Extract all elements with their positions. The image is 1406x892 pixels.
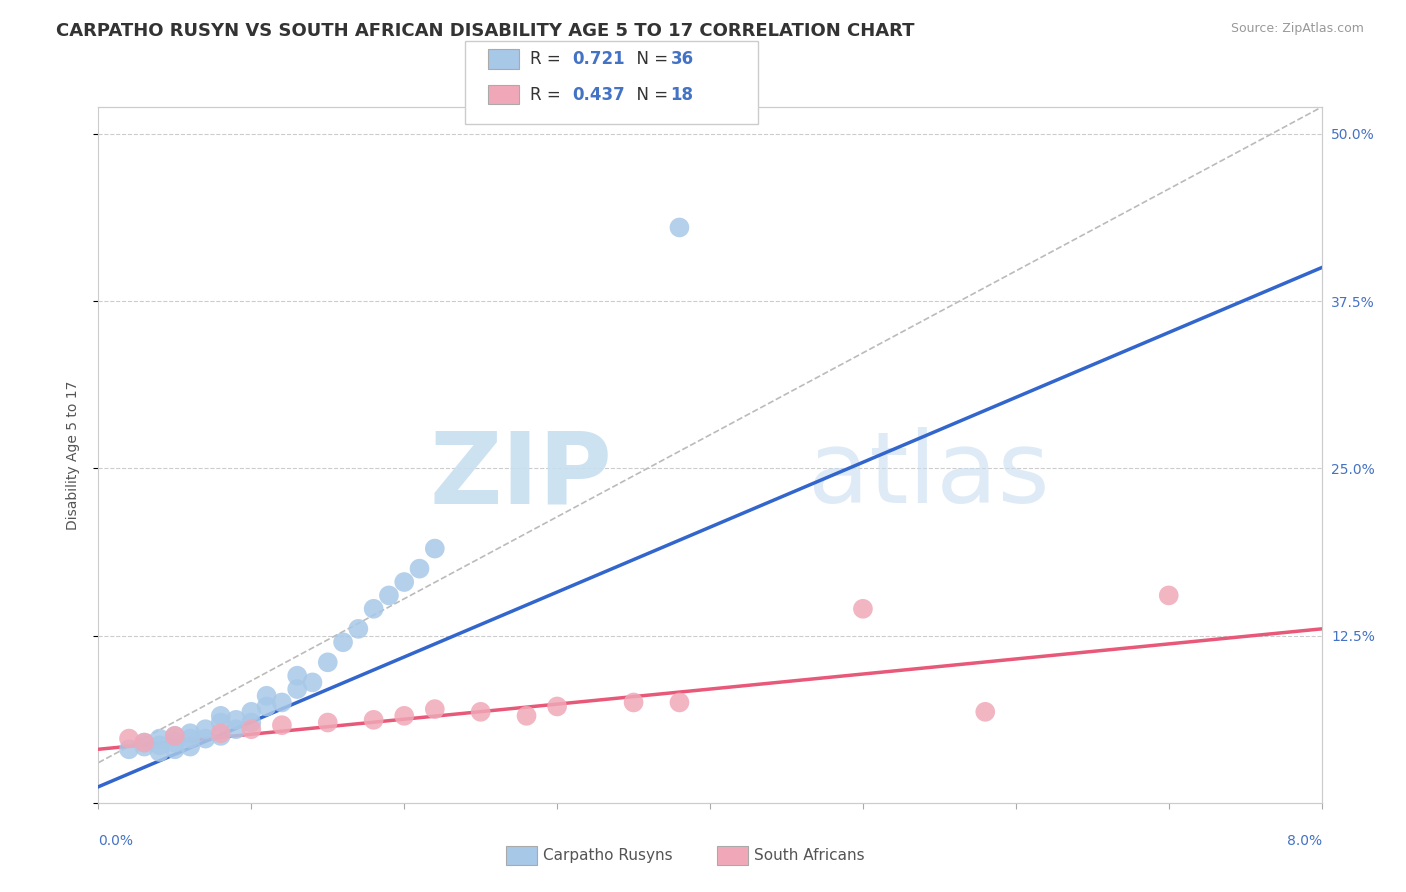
Text: 36: 36 [671, 50, 693, 68]
Point [316, 715, 339, 730]
Point [179, 731, 201, 746]
Point [225, 713, 247, 727]
Point [270, 696, 294, 710]
Point [974, 705, 997, 719]
Point [179, 726, 201, 740]
Point [134, 739, 156, 754]
Point [363, 602, 385, 616]
Point [285, 681, 308, 696]
Point [179, 739, 201, 754]
Point [163, 729, 186, 743]
Point [270, 718, 294, 732]
Point [163, 735, 186, 749]
Point [194, 731, 217, 746]
Point [209, 715, 232, 730]
Point [163, 742, 186, 756]
Point [240, 705, 263, 719]
Y-axis label: Disability Age 5 to 17: Disability Age 5 to 17 [66, 380, 80, 530]
Point [516, 708, 538, 723]
Point [149, 739, 172, 753]
Point [194, 723, 217, 737]
Point [392, 708, 416, 723]
Point [423, 541, 446, 556]
Point [240, 715, 263, 730]
Text: Carpatho Rusyns: Carpatho Rusyns [543, 848, 672, 863]
Text: N =: N = [626, 86, 673, 103]
Text: atlas: atlas [808, 427, 1049, 524]
Point [209, 726, 232, 740]
Text: CARPATHO RUSYN VS SOUTH AFRICAN DISABILITY AGE 5 TO 17 CORRELATION CHART: CARPATHO RUSYN VS SOUTH AFRICAN DISABILI… [56, 22, 915, 40]
Text: 0.721: 0.721 [572, 50, 624, 68]
Point [392, 575, 416, 590]
Text: N =: N = [626, 50, 673, 68]
Point [1157, 589, 1180, 603]
Text: R =: R = [530, 86, 567, 103]
Point [668, 220, 690, 235]
Point [378, 589, 401, 603]
Point [332, 635, 354, 649]
Point [118, 731, 141, 746]
Point [163, 729, 186, 743]
Point [546, 699, 568, 714]
Point [134, 735, 156, 749]
Text: 18: 18 [671, 86, 693, 103]
Point [623, 696, 645, 710]
Point [149, 745, 172, 759]
Text: South Africans: South Africans [754, 848, 865, 863]
Point [668, 696, 690, 710]
Point [470, 705, 492, 719]
Text: ZIP: ZIP [429, 427, 612, 524]
Text: 0.0%: 0.0% [98, 834, 134, 848]
Point [363, 713, 385, 727]
Point [149, 731, 172, 746]
Text: R =: R = [530, 50, 567, 68]
Point [285, 669, 308, 683]
Text: 0.437: 0.437 [572, 86, 626, 103]
Point [134, 735, 156, 749]
Point [301, 675, 323, 690]
Point [209, 729, 232, 743]
Text: 8.0%: 8.0% [1286, 834, 1322, 848]
Point [118, 742, 141, 756]
Text: Source: ZipAtlas.com: Source: ZipAtlas.com [1230, 22, 1364, 36]
Point [225, 723, 247, 737]
Point [240, 723, 263, 737]
Point [256, 699, 278, 714]
Point [347, 622, 370, 636]
Point [316, 655, 339, 669]
Point [256, 689, 278, 703]
Point [852, 602, 875, 616]
Point [209, 708, 232, 723]
Point [423, 702, 446, 716]
Point [408, 562, 430, 576]
